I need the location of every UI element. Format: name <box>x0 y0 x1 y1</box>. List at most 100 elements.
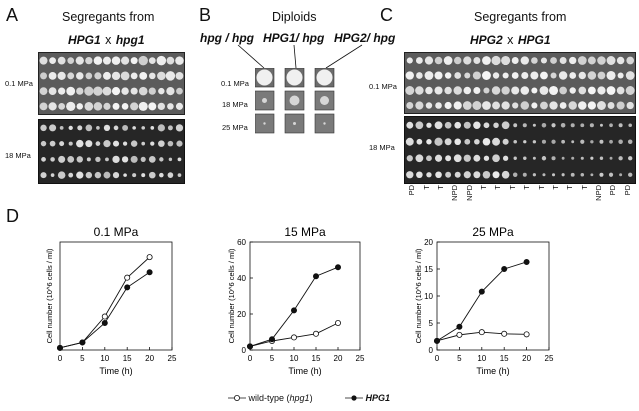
y-tick-label: 40 <box>237 274 246 283</box>
data-point-hpg1 <box>124 284 131 291</box>
colony-spot <box>502 155 509 161</box>
colony-spot <box>502 138 509 145</box>
colony-spot <box>571 140 575 144</box>
x-tick-label: 25 <box>545 354 554 363</box>
colony-spot <box>542 173 546 177</box>
colony-spot <box>481 71 491 80</box>
colony-spot <box>166 86 175 96</box>
x-tick-label: 5 <box>457 354 462 363</box>
y-axis-label: Cell number (10^6 cells / ml) <box>227 248 236 343</box>
colony-spot <box>323 122 326 125</box>
colony-spot <box>561 139 566 144</box>
colony-spot <box>263 122 266 125</box>
colony-spot <box>76 72 84 80</box>
colony-spot <box>141 173 146 178</box>
colony-spot <box>41 156 46 162</box>
colony-spot <box>473 57 481 64</box>
panel-a-row-label: 18 MPa <box>5 151 31 160</box>
y-axis-label: Cell number (10^6 cells / ml) <box>45 248 54 343</box>
y-tick-label: 0 <box>242 346 247 355</box>
panel-a-cross: HPG1 x hpg1 <box>68 31 145 49</box>
tetrad-type-label: PD <box>608 185 618 196</box>
colony-spot <box>550 72 557 79</box>
colony-spot <box>561 173 565 177</box>
colony-spot <box>177 173 182 177</box>
colony-spot <box>619 173 623 177</box>
genotype-pointer-lines <box>237 44 363 69</box>
colony-spot <box>454 72 462 79</box>
series-line-hpg1 <box>59 271 150 349</box>
colony-spot <box>48 102 57 111</box>
tetrad-type-label: NPD <box>594 185 604 201</box>
colony-spot <box>157 71 166 81</box>
colony-spot <box>406 121 414 129</box>
colony-spot <box>541 139 547 144</box>
colony-spot <box>482 56 491 65</box>
colony-spot <box>57 171 66 179</box>
colony-spot <box>150 126 155 130</box>
colony-spot <box>560 122 566 128</box>
genotype-label: hpg / hpg <box>200 31 254 45</box>
colony-spot <box>40 72 48 80</box>
panel-b-row-label: 25 MPa <box>222 123 248 132</box>
colony-spot <box>474 138 480 145</box>
colony-spot <box>48 87 57 96</box>
x-tick-label: 20 <box>334 354 343 363</box>
panel-b-row-label: 18 MPa <box>222 100 248 109</box>
colony-spot <box>443 56 453 65</box>
colony-spot <box>158 140 165 147</box>
colony-spot <box>40 124 47 132</box>
panel-a-heading: Segregants from <box>62 10 155 24</box>
colony-spot <box>406 57 413 64</box>
colony-spot <box>320 96 329 105</box>
colony-spot <box>67 72 75 80</box>
colony-spot <box>570 172 575 177</box>
panel-c-cross: HPG2 x HPG1 <box>470 31 551 49</box>
legend-wild-type: wild-type (hpg1) <box>228 393 313 404</box>
colony-spot <box>597 71 606 80</box>
colony-spot <box>599 172 604 177</box>
colony-spot <box>550 57 557 64</box>
data-point-wild-type <box>290 334 297 341</box>
colony-spot <box>512 172 518 177</box>
colony-spot <box>606 86 616 95</box>
colony-spot <box>159 157 164 162</box>
colony-spot <box>121 103 129 110</box>
colony-spot <box>175 71 184 80</box>
colony-spot <box>426 122 432 128</box>
colony-spot <box>473 121 481 129</box>
panel-c-heading: Segregants from <box>474 10 567 24</box>
colony-spot <box>580 123 585 128</box>
legend-hpg1: HPG1 <box>345 393 390 404</box>
colony-spot <box>445 155 452 162</box>
colony-spot <box>416 138 423 145</box>
data-point-hpg1 <box>57 344 64 351</box>
colony-spot <box>130 140 138 147</box>
colony-spot <box>580 139 585 144</box>
colony-spot <box>463 171 471 179</box>
colony-spot <box>552 173 556 177</box>
colony-spot <box>482 101 491 110</box>
colony-spot <box>523 140 527 144</box>
colony-spot <box>587 101 596 110</box>
data-point-hpg1 <box>501 266 508 273</box>
colony-spot <box>491 86 501 95</box>
colony-spot <box>67 57 75 64</box>
colony-spot <box>103 71 111 80</box>
colony-spot <box>85 72 93 80</box>
colony-spot <box>84 102 94 111</box>
colony-spot <box>167 103 174 110</box>
colony-spot <box>551 139 556 144</box>
colony-spot <box>166 56 175 65</box>
colony-spot <box>148 155 156 163</box>
colony-spot <box>176 140 183 147</box>
x-axis-label: Time (h) <box>288 366 321 376</box>
colony-spot <box>511 86 520 95</box>
colony-spot <box>590 173 594 177</box>
colony-spot <box>434 154 443 162</box>
colony-spot <box>132 173 137 178</box>
colony-spot <box>628 156 633 161</box>
tetrad-type-label: T <box>565 185 575 190</box>
colony-spot <box>49 140 56 147</box>
colony-spot <box>569 56 577 65</box>
